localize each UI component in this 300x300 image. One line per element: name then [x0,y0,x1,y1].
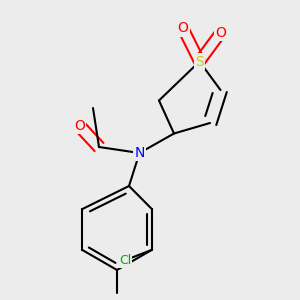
Text: N: N [134,146,145,160]
Text: O: O [215,26,226,40]
Text: Cl: Cl [119,254,131,267]
Text: O: O [74,119,85,133]
Text: S: S [195,55,204,68]
Text: O: O [178,22,188,35]
